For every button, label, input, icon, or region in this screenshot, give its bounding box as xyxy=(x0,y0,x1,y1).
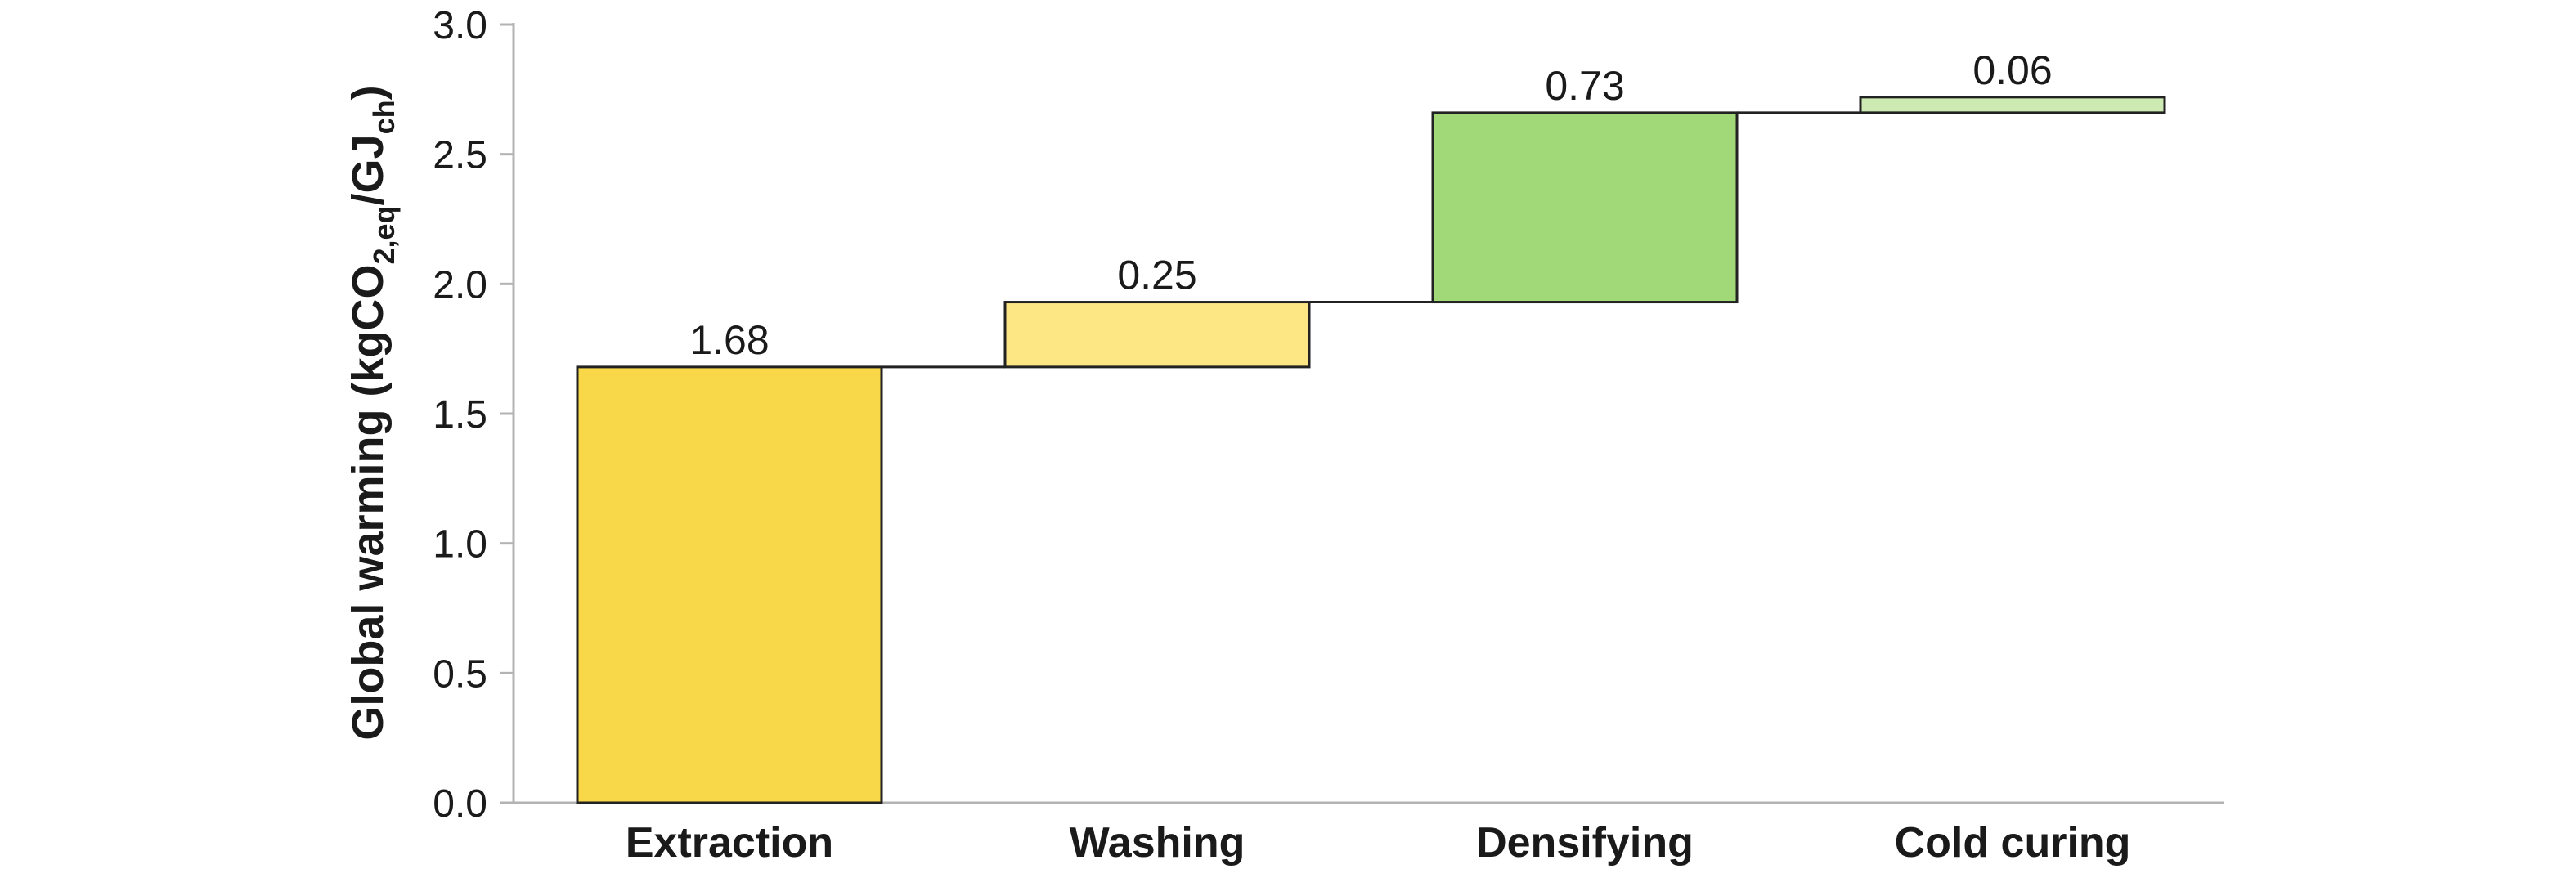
y-tick-label: 1.5 xyxy=(433,393,487,437)
category-labels: Extraction Washing Densifying Cold curing xyxy=(626,819,2131,867)
bar-densifying xyxy=(1431,111,1739,304)
waterfall-connectors xyxy=(882,111,1860,369)
category-label: Washing xyxy=(1070,819,1245,867)
value-label: 0.73 xyxy=(1545,63,1624,109)
y-tick-label: 1.0 xyxy=(433,523,487,567)
category-label: Densifying xyxy=(1476,819,1694,867)
value-label: 0.25 xyxy=(1117,253,1196,298)
y-tick-labels: 0.0 0.5 1.0 1.5 2.0 2.5 3.0 xyxy=(433,4,514,826)
bar-washing xyxy=(1003,301,1311,369)
y-axis-title: Global warming (kgCO2,eq/GJch) xyxy=(343,85,401,740)
y-tick-label: 0.5 xyxy=(433,652,487,696)
bar-extraction xyxy=(576,365,883,804)
bars xyxy=(576,96,2166,804)
y-tick-label: 0.0 xyxy=(433,782,487,826)
value-label: 0.06 xyxy=(1972,47,2052,93)
bar-cold-curing xyxy=(1859,96,2166,114)
value-labels: 1.68 0.25 0.73 0.06 xyxy=(689,47,2052,363)
y-tick-label: 2.5 xyxy=(433,134,487,177)
y-tick-label: 2.0 xyxy=(433,263,487,307)
y-tick-label: 3.0 xyxy=(433,4,487,47)
category-label: Cold curing xyxy=(1895,819,2131,867)
category-label: Extraction xyxy=(626,819,833,867)
y-axis: 0.0 0.5 1.0 1.5 2.0 2.5 3.0 xyxy=(433,4,515,826)
value-label: 1.68 xyxy=(689,317,769,363)
